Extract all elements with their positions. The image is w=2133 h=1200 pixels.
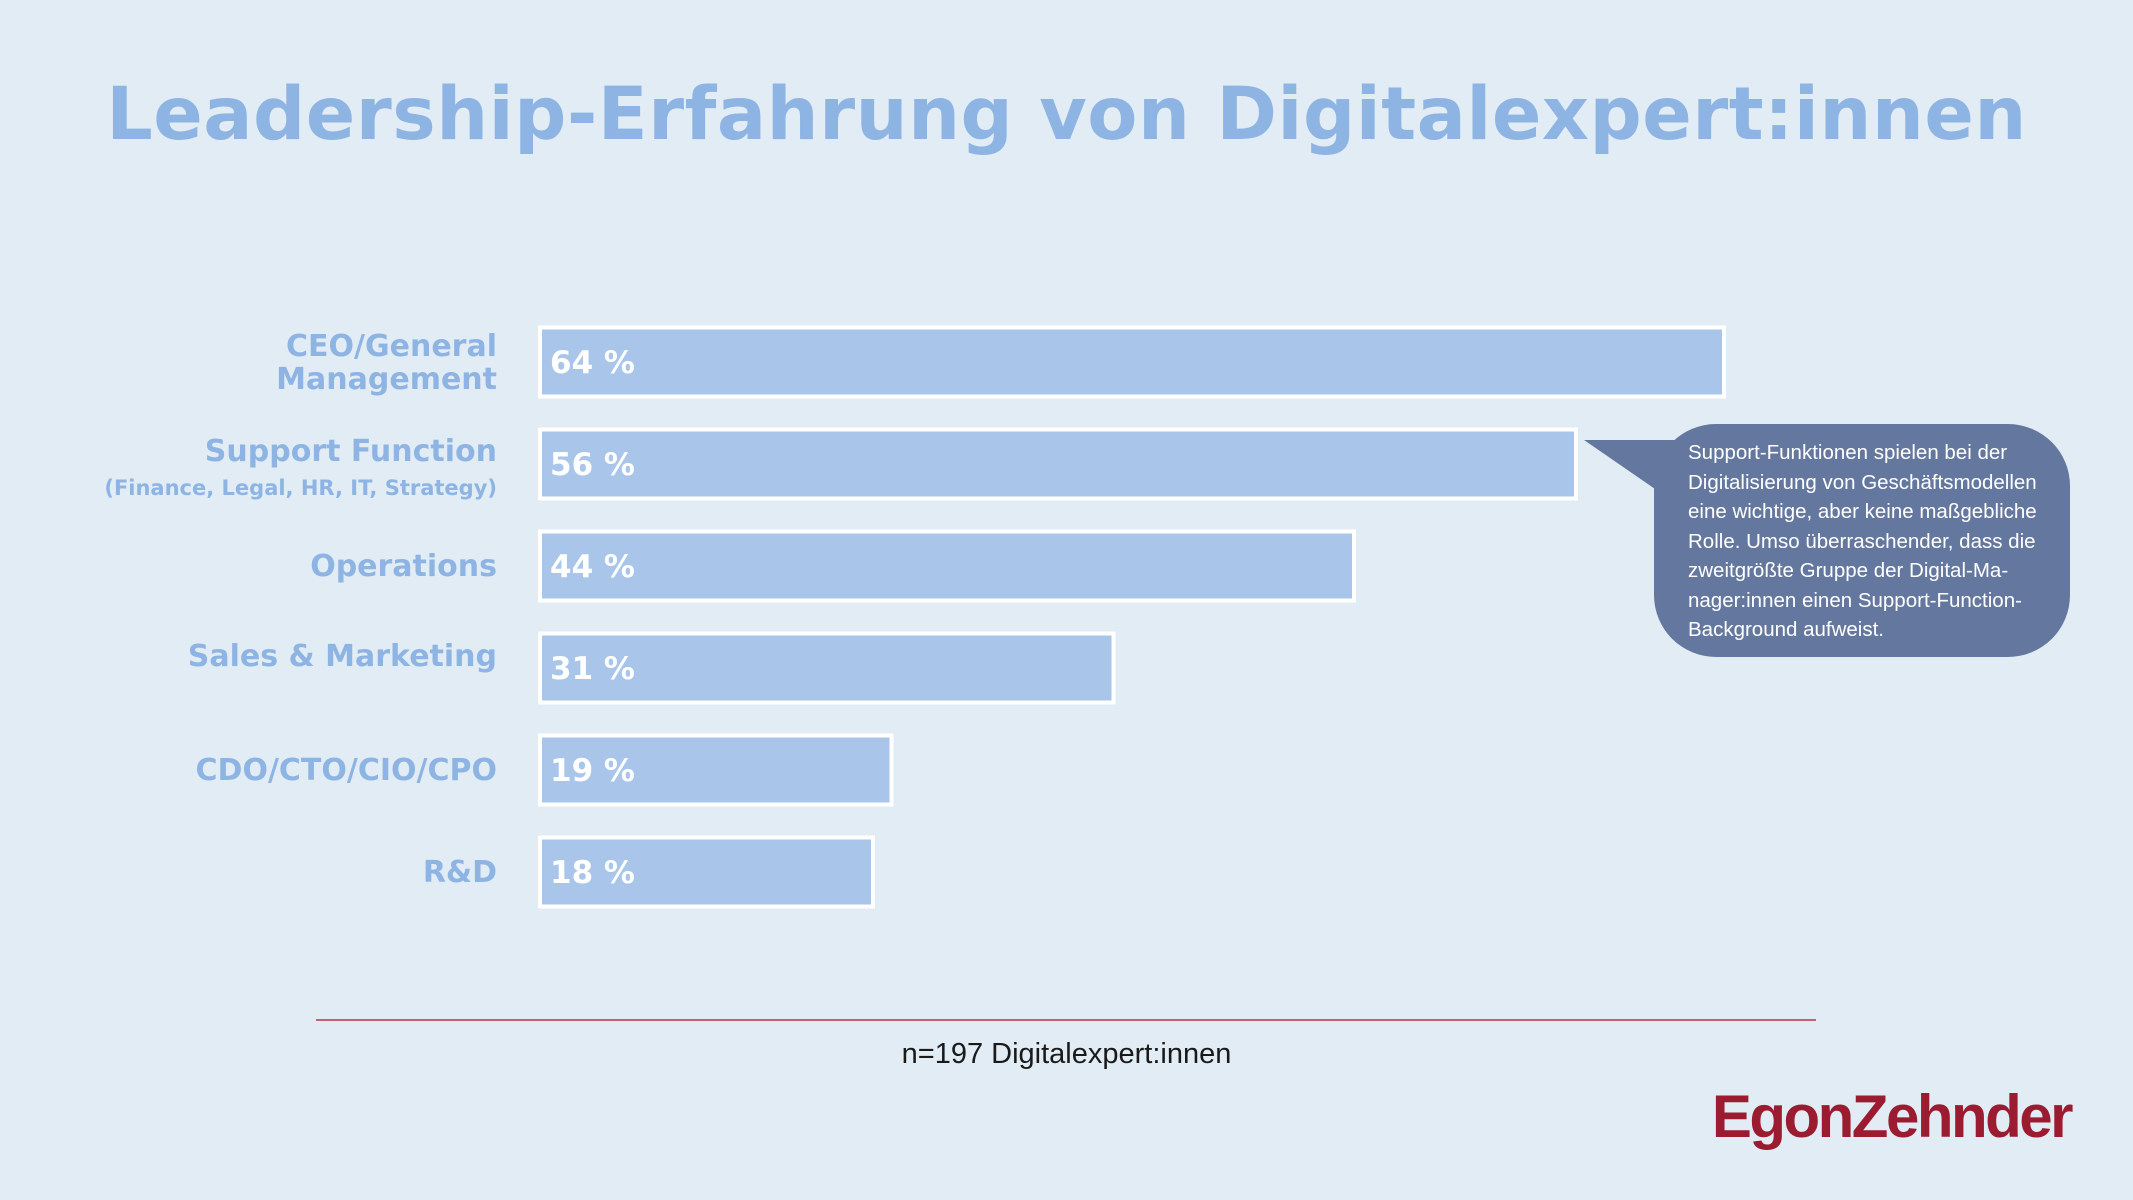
category-label-3: Sales & Marketing [188, 639, 497, 674]
bar-1 [538, 427, 1578, 501]
bar-0 [538, 325, 1726, 399]
callout-text: Support-Funktionen spielen bei der Digit… [1688, 441, 2037, 641]
sample-size-footnote: n=197 Digitalexpert:innen [901, 1038, 1232, 1070]
category-label-4: CDO/CTO/CIO/CPO [196, 753, 497, 788]
value-label-3: 31 % [550, 651, 635, 687]
value-label-5: 18 % [550, 855, 635, 891]
value-label-0: 64 % [550, 345, 635, 381]
egon-zehnder-logo: EgonZehnder [1711, 1083, 2074, 1150]
category-label-1: Support Function [205, 434, 497, 469]
category-label-2: Operations [310, 549, 497, 584]
category-label-0: CEO/General Management [276, 329, 497, 397]
bar-3 [538, 631, 1116, 705]
value-label-4: 19 % [550, 753, 635, 789]
category-sublabel-1: (Finance, Legal, HR, IT, Strategy) [104, 476, 497, 500]
bar-4 [538, 733, 894, 807]
value-label-2: 44 % [550, 549, 635, 585]
chart-title: Leadership-Erfahrung von Digitalexpert:i… [106, 72, 2027, 157]
bar-chart: 64 % CEO/General Management 56 % Support Fun… [104, 325, 1726, 909]
bar-5 [538, 835, 875, 909]
value-label-1: 56 % [550, 447, 635, 483]
callout-bubble: Support-Funktionen spielen bei der Digit… [1654, 424, 2070, 657]
category-label-5: R&D [423, 855, 497, 890]
bar-2 [538, 529, 1356, 603]
footnote-divider [316, 1019, 1816, 1021]
